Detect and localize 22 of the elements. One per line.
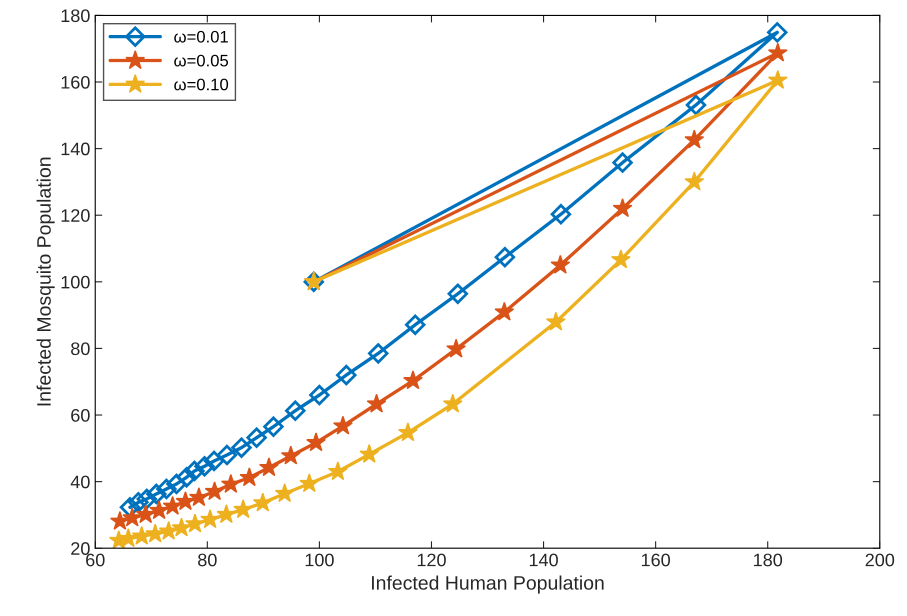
legend-label: ω=0.01 [174, 30, 228, 43]
y-tick-label: 60 [71, 408, 90, 422]
y-tick-label: 140 [62, 142, 90, 156]
x-tick-label: 160 [642, 554, 670, 566]
y-tick-label: 80 [71, 342, 90, 356]
legend-label: ω=0.10 [174, 78, 228, 90]
y-tick-label: 20 [71, 542, 90, 555]
y-tick-label: 40 [70, 476, 90, 488]
y-axis-title: Infected Mosquito Population [36, 158, 55, 406]
x-axis-title: Infected Human Population [372, 575, 604, 594]
y-tick-label: 180 [62, 9, 90, 22]
x-tick-label: 140 [530, 554, 558, 566]
x-tick-label: 120 [418, 554, 446, 566]
x-tick-label: 180 [754, 554, 782, 566]
y-tick-label: 100 [62, 276, 90, 289]
x-tick-label: 100 [306, 554, 334, 566]
x-tick-label: 80 [198, 554, 217, 566]
x-tick-label: 200 [866, 554, 894, 566]
legend-label: ω=0.05 [174, 54, 228, 67]
y-tick-label: 160 [62, 76, 90, 89]
y-tick-label: 120 [62, 209, 90, 222]
x-tick-label: 60 [86, 554, 105, 566]
